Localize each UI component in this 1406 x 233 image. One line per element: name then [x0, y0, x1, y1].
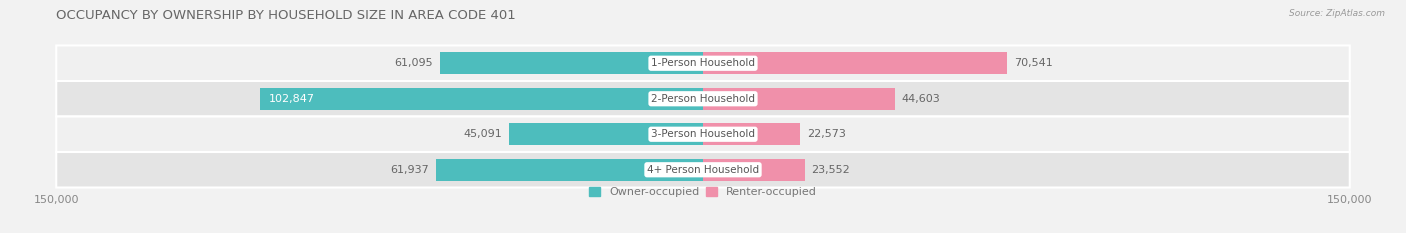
Text: 102,847: 102,847	[270, 94, 315, 104]
Text: 1-Person Household: 1-Person Household	[651, 58, 755, 68]
Text: 45,091: 45,091	[464, 129, 502, 139]
Bar	[509, 123, 703, 145]
Text: 23,552: 23,552	[811, 165, 849, 175]
Bar	[436, 159, 703, 181]
Text: 3-Person Household: 3-Person Household	[651, 129, 755, 139]
Bar	[440, 52, 703, 74]
Text: 70,541: 70,541	[1014, 58, 1052, 68]
Text: 22,573: 22,573	[807, 129, 845, 139]
Legend: Owner-occupied, Renter-occupied: Owner-occupied, Renter-occupied	[589, 187, 817, 197]
Bar	[703, 123, 800, 145]
Text: 44,603: 44,603	[901, 94, 941, 104]
Bar	[703, 52, 1007, 74]
Text: 2-Person Household: 2-Person Household	[651, 94, 755, 104]
Text: 61,937: 61,937	[391, 165, 429, 175]
Bar	[260, 88, 703, 110]
FancyBboxPatch shape	[56, 116, 1350, 152]
FancyBboxPatch shape	[56, 81, 1350, 116]
Text: 61,095: 61,095	[395, 58, 433, 68]
Text: 4+ Person Household: 4+ Person Household	[647, 165, 759, 175]
Bar	[703, 88, 896, 110]
FancyBboxPatch shape	[56, 152, 1350, 188]
Text: Source: ZipAtlas.com: Source: ZipAtlas.com	[1289, 9, 1385, 18]
FancyBboxPatch shape	[56, 45, 1350, 81]
Text: OCCUPANCY BY OWNERSHIP BY HOUSEHOLD SIZE IN AREA CODE 401: OCCUPANCY BY OWNERSHIP BY HOUSEHOLD SIZE…	[56, 9, 516, 22]
Bar	[703, 159, 804, 181]
